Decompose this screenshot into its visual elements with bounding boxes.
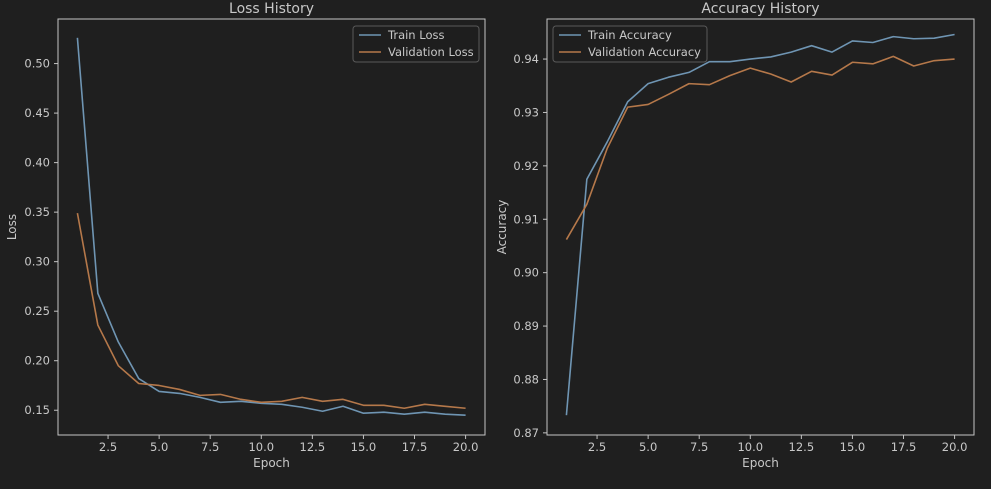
y-axis-label: Loss [5, 214, 19, 240]
x-axis-label: Epoch [253, 456, 290, 470]
x-tick-label: 10.0 [248, 440, 274, 454]
legend: Train Accuracy Validation Accuracy [552, 25, 708, 63]
x-tick-label: 2.5 [99, 440, 117, 454]
legend-label: Train Loss [387, 28, 444, 42]
subplot-accuracy: 2.5 5.0 7.5 10.0 12.5 15.0 17.5 20.0 0.87 0.88 0.8… [495, 1, 975, 470]
x-tick-label: 15.0 [840, 440, 866, 454]
legend-label: Train Accuracy [587, 28, 672, 42]
series-line-train [76, 37, 466, 416]
x-tick-label: 2.5 [588, 440, 606, 454]
legend-box [352, 25, 480, 63]
y-tick-label: 0.87 [513, 426, 539, 440]
x-tick-label: 15.0 [351, 440, 377, 454]
legend-label: Validation Loss [388, 45, 474, 59]
y-tick-label: 0.91 [513, 212, 539, 226]
series-line-validation [565, 55, 955, 240]
y-tick-label: 0.45 [24, 106, 50, 120]
chart-title: Loss History [229, 1, 314, 17]
x-tick-label: 12.5 [789, 440, 815, 454]
y-tick-label: 0.89 [513, 319, 539, 333]
chart-title: Accuracy History [701, 1, 819, 17]
x-tick-label: 10.0 [737, 440, 763, 454]
y-axis-label: Accuracy [495, 200, 509, 255]
legend-box [552, 25, 708, 63]
y-tick-label: 0.30 [24, 255, 50, 269]
x-tick-label: 17.5 [402, 440, 428, 454]
y-tick-label: 0.35 [24, 205, 50, 219]
y-tick-label: 0.15 [24, 403, 50, 417]
x-tick-label: 7.5 [201, 440, 219, 454]
x-tick-label: 7.5 [690, 440, 708, 454]
axes-frame [546, 18, 975, 436]
y-tick-label: 0.50 [24, 57, 50, 71]
y-tick-label: 0.93 [513, 105, 539, 119]
y-tick-label: 0.92 [513, 159, 539, 173]
legend-label: Validation Accuracy [588, 45, 701, 59]
y-tick-label: 0.90 [513, 266, 539, 280]
x-tick-label: 5.0 [150, 440, 168, 454]
x-tick-label: 20.0 [942, 440, 968, 454]
legend: Train Loss Validation Loss [352, 25, 480, 63]
x-tick-label: 17.5 [891, 440, 917, 454]
y-tick-label: 0.88 [513, 372, 539, 386]
x-tick-label: 5.0 [639, 440, 657, 454]
x-tick-label: 20.0 [453, 440, 479, 454]
axes-frame [57, 18, 486, 436]
y-tick-label: 0.25 [24, 304, 50, 318]
x-tick-label: 12.5 [300, 440, 326, 454]
series-line-validation [76, 212, 466, 410]
y-tick-label: 0.40 [24, 156, 50, 170]
subplot-loss: 2.5 5.0 7.5 10.0 12.5 15.0 17.5 20.0 0.15 0.20 0.2… [5, 1, 486, 470]
y-tick-label: 0.94 [513, 52, 539, 66]
x-axis-label: Epoch [742, 456, 779, 470]
y-tick-label: 0.20 [24, 354, 50, 368]
series-line-train [565, 33, 955, 416]
